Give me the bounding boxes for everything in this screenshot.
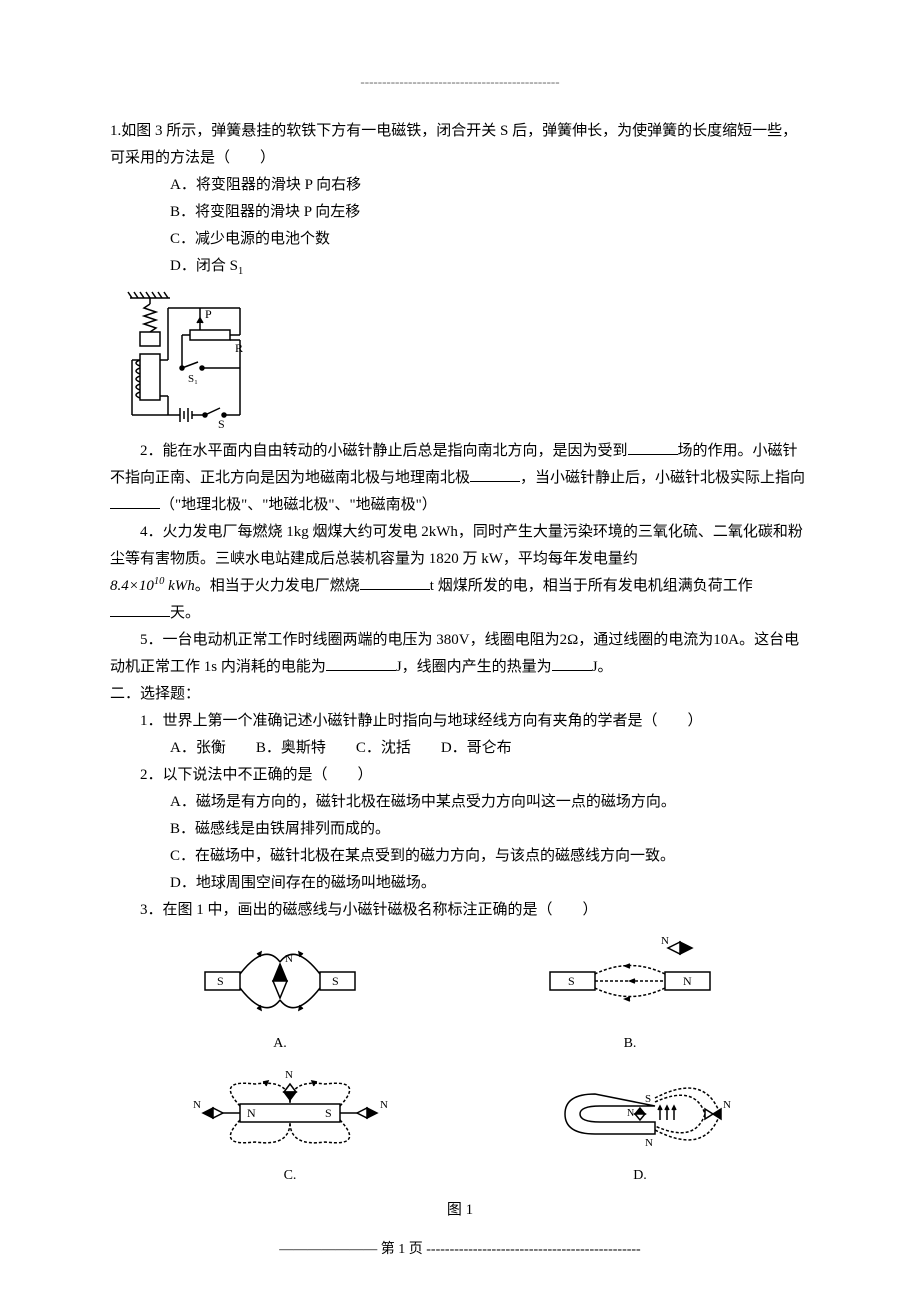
section2-heading: 二．选择题： (110, 681, 810, 708)
svg-text:N: N (285, 953, 293, 965)
s2q2-optC: C．在磁场中，磁针北极在某点受到的磁力方向，与该点的磁感线方向一致。 (110, 843, 810, 870)
q5-blank2 (552, 670, 592, 671)
q4-t2: t 烟煤所发的电，相当于所有发电机组满负荷工作 (430, 578, 753, 594)
q1-optD-sub: 1 (238, 266, 243, 277)
s2q1-stem: 1．世界上第一个准确记述小磁针静止时指向与地球经线方向有夹角的学者是（ ） (110, 708, 810, 735)
q5-p4: J。 (592, 659, 613, 675)
footer-suffix: 页 (409, 1242, 423, 1257)
s2q3-labelD: D. (633, 1163, 647, 1188)
svg-text:P: P (205, 307, 212, 321)
document-content: 1.如图 3 所示，弹簧悬挂的软铁下方有一电磁铁，闭合开关 S 后，弹簧伸长，为… (110, 118, 810, 1223)
footer-pagenum: 1 (398, 1242, 405, 1257)
q2-part1: 2．能在水平面内自由转动的小磁针静止后总是指向南北方向，是因为受到 (110, 443, 628, 459)
top-separator-line: ----------------------------------------… (110, 70, 810, 93)
q4-blank1 (360, 589, 430, 590)
s2q3-labelB: B. (624, 1031, 637, 1056)
q4-formula-exp: 10 (154, 576, 165, 587)
magnet-diagram-d-icon: S N N N (545, 1064, 735, 1159)
q1-optB: B．将变阻器的滑块 P 向左移 (110, 199, 810, 226)
svg-text:N: N (661, 935, 669, 947)
svg-text:N: N (627, 1108, 634, 1119)
footer-left-line: ——————— (279, 1242, 377, 1257)
svg-text:N: N (380, 1099, 388, 1111)
q1-stem: 1.如图 3 所示，弹簧悬挂的软铁下方有一电磁铁，闭合开关 S 后，弹簧伸长，为… (110, 118, 810, 172)
svg-text:N: N (193, 1099, 201, 1111)
q2-blank3 (110, 508, 160, 509)
q4-t1: 。相当于火力发电厂燃烧 (195, 578, 360, 594)
svg-text:S: S (645, 1093, 651, 1105)
svg-text:S: S (332, 974, 339, 988)
q2-text: 2．能在水平面内自由转动的小磁针静止后总是指向南北方向，是因为受到场的作用。小磁… (110, 438, 810, 519)
s2q3-stem: 3．在图 1 中，画出的磁感线与小磁针磁极名称标注正确的是（ ） (110, 897, 810, 924)
footer-dashes: ----------------------------------------… (426, 1242, 640, 1257)
top-dashes: ----------------------------------------… (360, 74, 559, 89)
s2q3-caption: 图 1 (110, 1197, 810, 1224)
svg-text:R: R (235, 341, 243, 355)
q5-text: 5．一台电动机正常工作时线圈两端的电压为 380V，线圈电阻为2Ω，通过线圈的电… (110, 627, 810, 681)
q1-figure: P R S₁ S (110, 290, 810, 430)
svg-text:S: S (568, 974, 575, 988)
q1-optD: D．闭合 S1 (110, 253, 810, 282)
q5-blank1 (326, 670, 396, 671)
q5-ohm: 2Ω (560, 632, 579, 648)
s2q2-optA: A．磁场是有方向的，磁针北极在磁场中某点受力方向叫这一点的磁场方向。 (110, 789, 810, 816)
s2q3-figB: S N N B. (535, 932, 725, 1056)
svg-text:S: S (325, 1106, 332, 1120)
q4-formula-unit: kWh (164, 578, 194, 594)
q1-optC: C．减少电源的电池个数 (110, 226, 810, 253)
s2q3-figD: S N N N D. (545, 1064, 735, 1188)
q5-p1: 5．一台电动机正常工作时线圈两端的电压为 380V，线圈电阻为 (110, 632, 560, 648)
q2-blank1 (628, 454, 678, 455)
svg-text:S: S (217, 974, 224, 988)
s2q2-optD: D．地球周围空间存在的磁场叫地磁场。 (110, 870, 810, 897)
q1-optD-text: D．闭合 S (170, 258, 238, 274)
magnet-diagram-c-icon: N S N N (185, 1064, 395, 1159)
s2q2-optB: B．磁感线是由铁屑排列而成的。 (110, 816, 810, 843)
s2q3-figrow2: N S N N (110, 1064, 810, 1188)
svg-text:N: N (683, 974, 692, 988)
q5-p3: J，线圈内产生的热量为 (396, 659, 552, 675)
svg-text:N: N (645, 1137, 653, 1149)
q4-line1: 4．火力发电厂每燃烧 1kg 烟煤大约可发电 2kWh，同时产生大量污染环境的三… (110, 519, 810, 573)
footer-prefix: 第 (381, 1242, 395, 1257)
q2-part3: ，当小磁针静止后，小磁针北极实际上指向 (520, 470, 805, 486)
s2q2-stem: 2．以下说法中不正确的是（ ） (110, 762, 810, 789)
magnet-diagram-b-icon: S N N (535, 932, 725, 1027)
s2q1-opts: A．张衡 B．奥斯特 C．沈括 D．哥仑布 (110, 735, 810, 762)
q2-part4: （"地理北极"、"地磁北极"、"地磁南极"） (160, 497, 437, 513)
svg-text:N: N (723, 1099, 731, 1111)
s2q3-figA: S S N A. (195, 932, 365, 1056)
page-footer: ——————— 第 1 页 --------------------------… (0, 1237, 920, 1262)
q4-blank2 (110, 616, 170, 617)
s2q3-labelA: A. (273, 1031, 287, 1056)
q4-line2: 8.4×1010 kWh。相当于火力发电厂燃烧 t 烟煤所发的电，相当于所有发电机… (110, 573, 810, 627)
svg-text:N: N (285, 1069, 293, 1081)
s2q3-figC: N S N N (185, 1064, 395, 1188)
q1-optA: A．将变阻器的滑块 P 向右移 (110, 172, 810, 199)
svg-text:N: N (247, 1106, 256, 1120)
magnet-diagram-a-icon: S S N (195, 932, 365, 1027)
s2q3-figrow1: S S N A. (110, 932, 810, 1056)
q4-t3: 天。 (170, 605, 200, 621)
svg-text:S: S (218, 417, 225, 430)
s2q3-labelC: C. (284, 1163, 297, 1188)
q2-blank2 (470, 481, 520, 482)
svg-text:S₁: S₁ (188, 373, 198, 385)
circuit-diagram-icon: P R S₁ S (110, 290, 250, 430)
q4-formula-base: 8.4×10 (110, 578, 154, 594)
